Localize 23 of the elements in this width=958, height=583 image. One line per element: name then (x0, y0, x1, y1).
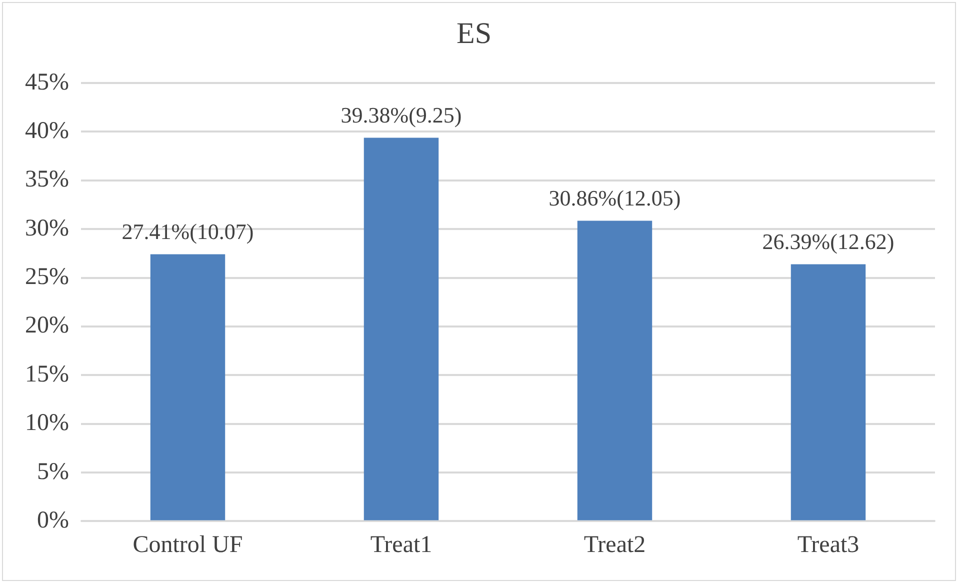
x-tick-label: Treat3 (797, 532, 860, 558)
y-tick-label: 10% (24, 410, 69, 436)
x-tick-label: Treat1 (370, 532, 432, 558)
bar (364, 138, 439, 520)
data-label: 39.38%(9.25) (340, 102, 462, 128)
bar (790, 264, 866, 520)
y-tick-label: 40% (24, 118, 69, 144)
data-label: 26.39%(12.62) (762, 229, 894, 254)
data-label: 30.86%(12.05) (548, 185, 681, 210)
y-tick-label: 15% (24, 361, 69, 388)
bar (150, 254, 226, 520)
y-tick-label: 5% (36, 458, 69, 485)
data-label: 27.41%(10.07) (122, 219, 254, 244)
y-tick-label: 0% (36, 507, 69, 534)
y-tick-label: 25% (24, 264, 69, 290)
y-tick-label: 30% (24, 215, 69, 242)
x-tick-label: Treat2 (584, 532, 646, 558)
y-tick-label: 20% (24, 312, 69, 339)
y-tick-label: 35% (24, 166, 69, 193)
chart-title: ES (456, 16, 492, 50)
y-tick-label: 45% (24, 69, 69, 96)
x-tick-label: Control UF (132, 532, 243, 558)
bar (577, 220, 652, 520)
